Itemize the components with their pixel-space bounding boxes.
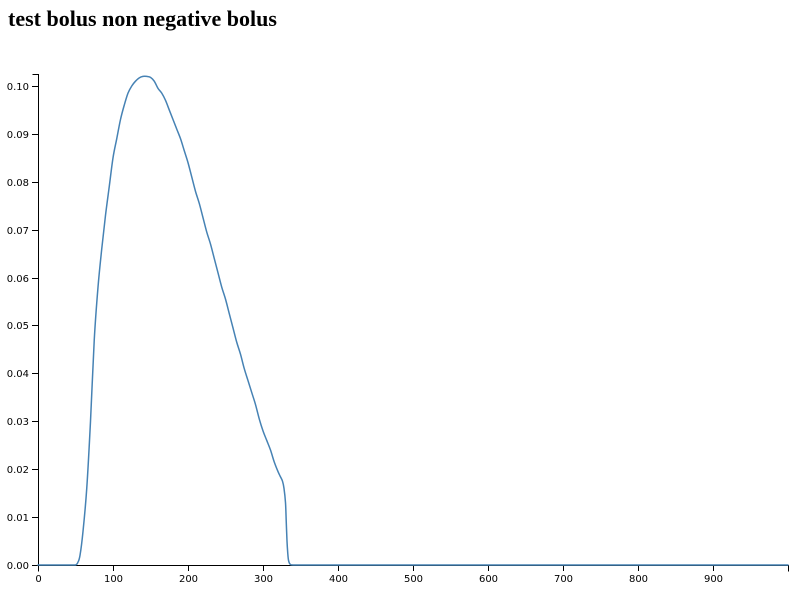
y-tick-label: 0.06 (7, 274, 29, 285)
x-tick-label: 0 (35, 574, 41, 585)
x-tick-label: 600 (479, 574, 498, 585)
series-layer (37, 75, 789, 566)
x-tick-label: 500 (404, 574, 423, 585)
y-tick-label: 0.04 (7, 369, 29, 380)
x-tick-label: 900 (704, 574, 723, 585)
y-axis-line (32, 74, 39, 566)
y-tick-label: 0.00 (7, 561, 29, 572)
y-tick-label: 0.03 (7, 417, 29, 428)
series-line (37, 75, 789, 566)
y-tick-label: 0.02 (7, 465, 29, 476)
x-tick-label: 100 (104, 574, 123, 585)
y-tick-label: 0.10 (7, 82, 29, 93)
chart-title: test bolus non negative bolus (8, 6, 277, 31)
x-tick-label: 200 (179, 574, 198, 585)
y-tick-label: 0.07 (7, 226, 29, 237)
y-tick-label: 0.05 (7, 321, 29, 332)
x-tick-label: 700 (554, 574, 573, 585)
y-tick-label: 0.01 (7, 513, 29, 524)
y-tick-label: 0.09 (7, 130, 29, 141)
x-axis: 0 100 200 300 400 500 600 700 800 900 (35, 565, 789, 585)
x-tick-label: 400 (329, 574, 348, 585)
x-tick-label: 800 (629, 574, 648, 585)
y-tick-label: 0.08 (7, 178, 29, 189)
y-axis: 0.00 0.01 0.02 0.03 0.04 0.05 0.06 0.07 0.08 0.09… (7, 74, 39, 572)
x-tick-label: 300 (254, 574, 273, 585)
